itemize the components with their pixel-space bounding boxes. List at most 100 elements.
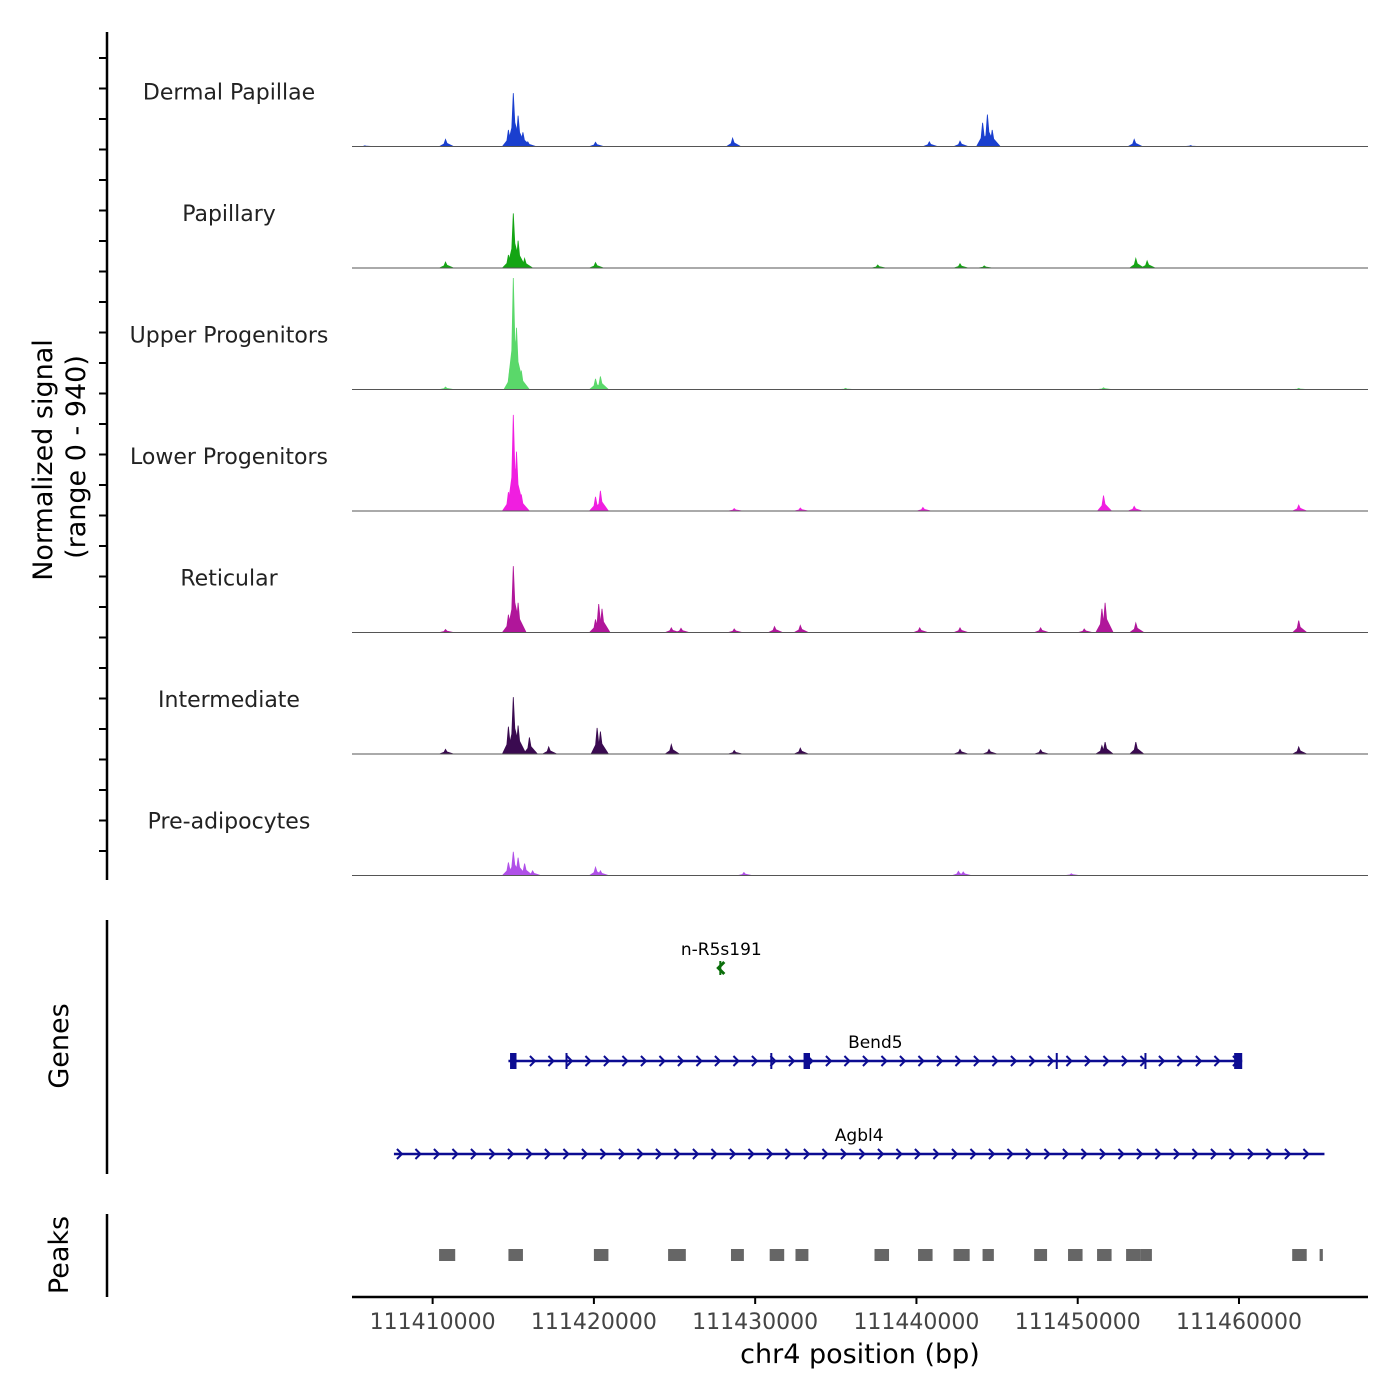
- gene-strand-arrow: [1195, 1055, 1203, 1067]
- gene: Agbl4: [393, 1126, 1325, 1160]
- gene-strand-arrow: [1062, 1148, 1070, 1160]
- gene-strand-arrow: [969, 1148, 977, 1160]
- signal-peak: [1034, 626, 1049, 633]
- signal-peak: [589, 141, 604, 147]
- track-label: Lower Progenitors: [130, 445, 328, 470]
- signal-peak: [439, 748, 454, 755]
- gene-strand-arrow: [470, 1148, 478, 1160]
- gene-strand-arrow: [621, 1055, 629, 1067]
- gene-strand-arrow: [803, 1148, 811, 1160]
- gene-strand-arrow: [973, 1055, 981, 1067]
- gene: Bend5: [508, 1033, 1243, 1069]
- gene: n-R5s191: [681, 940, 762, 976]
- gene-strand-arrow: [655, 1148, 663, 1160]
- gene-strand-arrow: [1065, 1055, 1073, 1067]
- gene-strand-arrow: [988, 1148, 996, 1160]
- gene-strand-arrow: [1102, 1055, 1110, 1067]
- peak-region: [508, 1249, 523, 1261]
- gene-strand-arrow: [658, 1055, 666, 1067]
- signal-peak: [1139, 259, 1156, 269]
- track: Upper Progenitors: [130, 277, 1368, 390]
- gene-strand-arrow: [433, 1148, 441, 1160]
- signal-peak: [439, 261, 454, 269]
- x-tick-label: 111460000: [1176, 1310, 1302, 1335]
- gene-strand-arrow: [1158, 1055, 1166, 1067]
- track: Lower Progenitors: [130, 414, 1368, 512]
- gene-strand-arrow: [843, 1055, 851, 1067]
- gene-strand-arrow: [695, 1055, 703, 1067]
- track: Reticular: [180, 566, 1368, 633]
- peak-region: [439, 1249, 456, 1261]
- gene-strand-arrow: [1121, 1055, 1129, 1067]
- gene-strand-arrow: [451, 1148, 459, 1160]
- signal-peak: [728, 749, 743, 755]
- track-label: Upper Progenitors: [130, 324, 329, 349]
- peak-region: [730, 1249, 744, 1261]
- signal-peak: [953, 748, 969, 755]
- peak-region: [593, 1249, 609, 1261]
- gene-strand-arrow: [599, 1148, 607, 1160]
- gene-strand-arrow: [954, 1055, 962, 1067]
- gene-strand-arrow: [1191, 1148, 1199, 1160]
- x-tick-label: 111450000: [1015, 1310, 1141, 1335]
- x-axis: 111410000 111420000 111430000 111440000 1114…: [352, 1295, 1368, 1370]
- peak-region: [1140, 1249, 1152, 1261]
- gene-strand-arrow: [1213, 1055, 1221, 1067]
- gene-strand-arrow: [858, 1148, 866, 1160]
- gene-strand-arrow: [729, 1148, 737, 1160]
- signal-peak: [1034, 749, 1049, 755]
- gene-strand-arrow: [932, 1148, 940, 1160]
- signal-axis-ticks: [99, 57, 107, 852]
- signal-peak: [923, 140, 938, 147]
- gene-strand-arrow: [1006, 1148, 1014, 1160]
- gene-strand-arrow: [840, 1148, 848, 1160]
- gene-exon: [803, 1053, 811, 1069]
- signal-peak: [589, 261, 604, 269]
- signal-peak: [1291, 745, 1307, 755]
- x-tick-label: 111440000: [853, 1310, 979, 1335]
- signal-peak: [674, 627, 690, 633]
- gene-strand-arrow: [1117, 1148, 1125, 1160]
- peak-region: [668, 1249, 686, 1261]
- gene-strand-arrow: [1043, 1148, 1051, 1160]
- gene-strand-arrow: [766, 1148, 774, 1160]
- peak-region: [1097, 1249, 1112, 1261]
- gene-strand-arrow: [673, 1148, 681, 1160]
- gene-strand-arrow: [710, 1148, 718, 1160]
- gene-strand-arrow: [732, 1055, 740, 1067]
- signal-peak: [953, 626, 969, 633]
- track-label: Pre-adipocytes: [148, 810, 311, 835]
- signal-peak: [664, 742, 681, 755]
- peak-region: [1068, 1249, 1083, 1261]
- gene-strand-arrow: [917, 1055, 925, 1067]
- signal-axis-title: Normalized signal: [28, 339, 59, 581]
- gene-strand-arrow: [636, 1148, 644, 1160]
- signal-peak: [1128, 256, 1146, 269]
- gene-strand-arrow: [951, 1148, 959, 1160]
- signal-tracks: Dermal Papillae Papillary Upper Progenitor…: [130, 81, 1368, 876]
- gene-strand-arrow: [525, 1148, 533, 1160]
- gene-strand-arrow: [640, 1055, 648, 1067]
- peak-region: [982, 1249, 994, 1261]
- gene-strand-arrow: [584, 1055, 592, 1067]
- track: Pre-adipocytes: [148, 810, 1368, 876]
- signal-peak: [1128, 742, 1145, 755]
- x-tick-label: 111430000: [692, 1310, 818, 1335]
- gene-strand-arrow: [1284, 1148, 1292, 1160]
- peak-region: [874, 1249, 890, 1261]
- gene-label: Bend5: [848, 1033, 903, 1053]
- gene-strand-arrow: [1265, 1148, 1273, 1160]
- gene-strand-arrow: [547, 1055, 555, 1067]
- gene-strand-arrow: [1228, 1148, 1236, 1160]
- gene-strand-arrow: [396, 1148, 404, 1160]
- peak-region: [795, 1249, 809, 1261]
- signal-peak: [1128, 621, 1146, 633]
- gene-strand-arrow: [507, 1148, 515, 1160]
- track-label: Papillary: [182, 202, 276, 227]
- gene-exon: [510, 1053, 517, 1069]
- signal-peak: [982, 748, 998, 755]
- signal-peak: [768, 625, 783, 633]
- peaks-panel: Peaks: [44, 1214, 1323, 1297]
- gene-strand-arrow: [784, 1148, 792, 1160]
